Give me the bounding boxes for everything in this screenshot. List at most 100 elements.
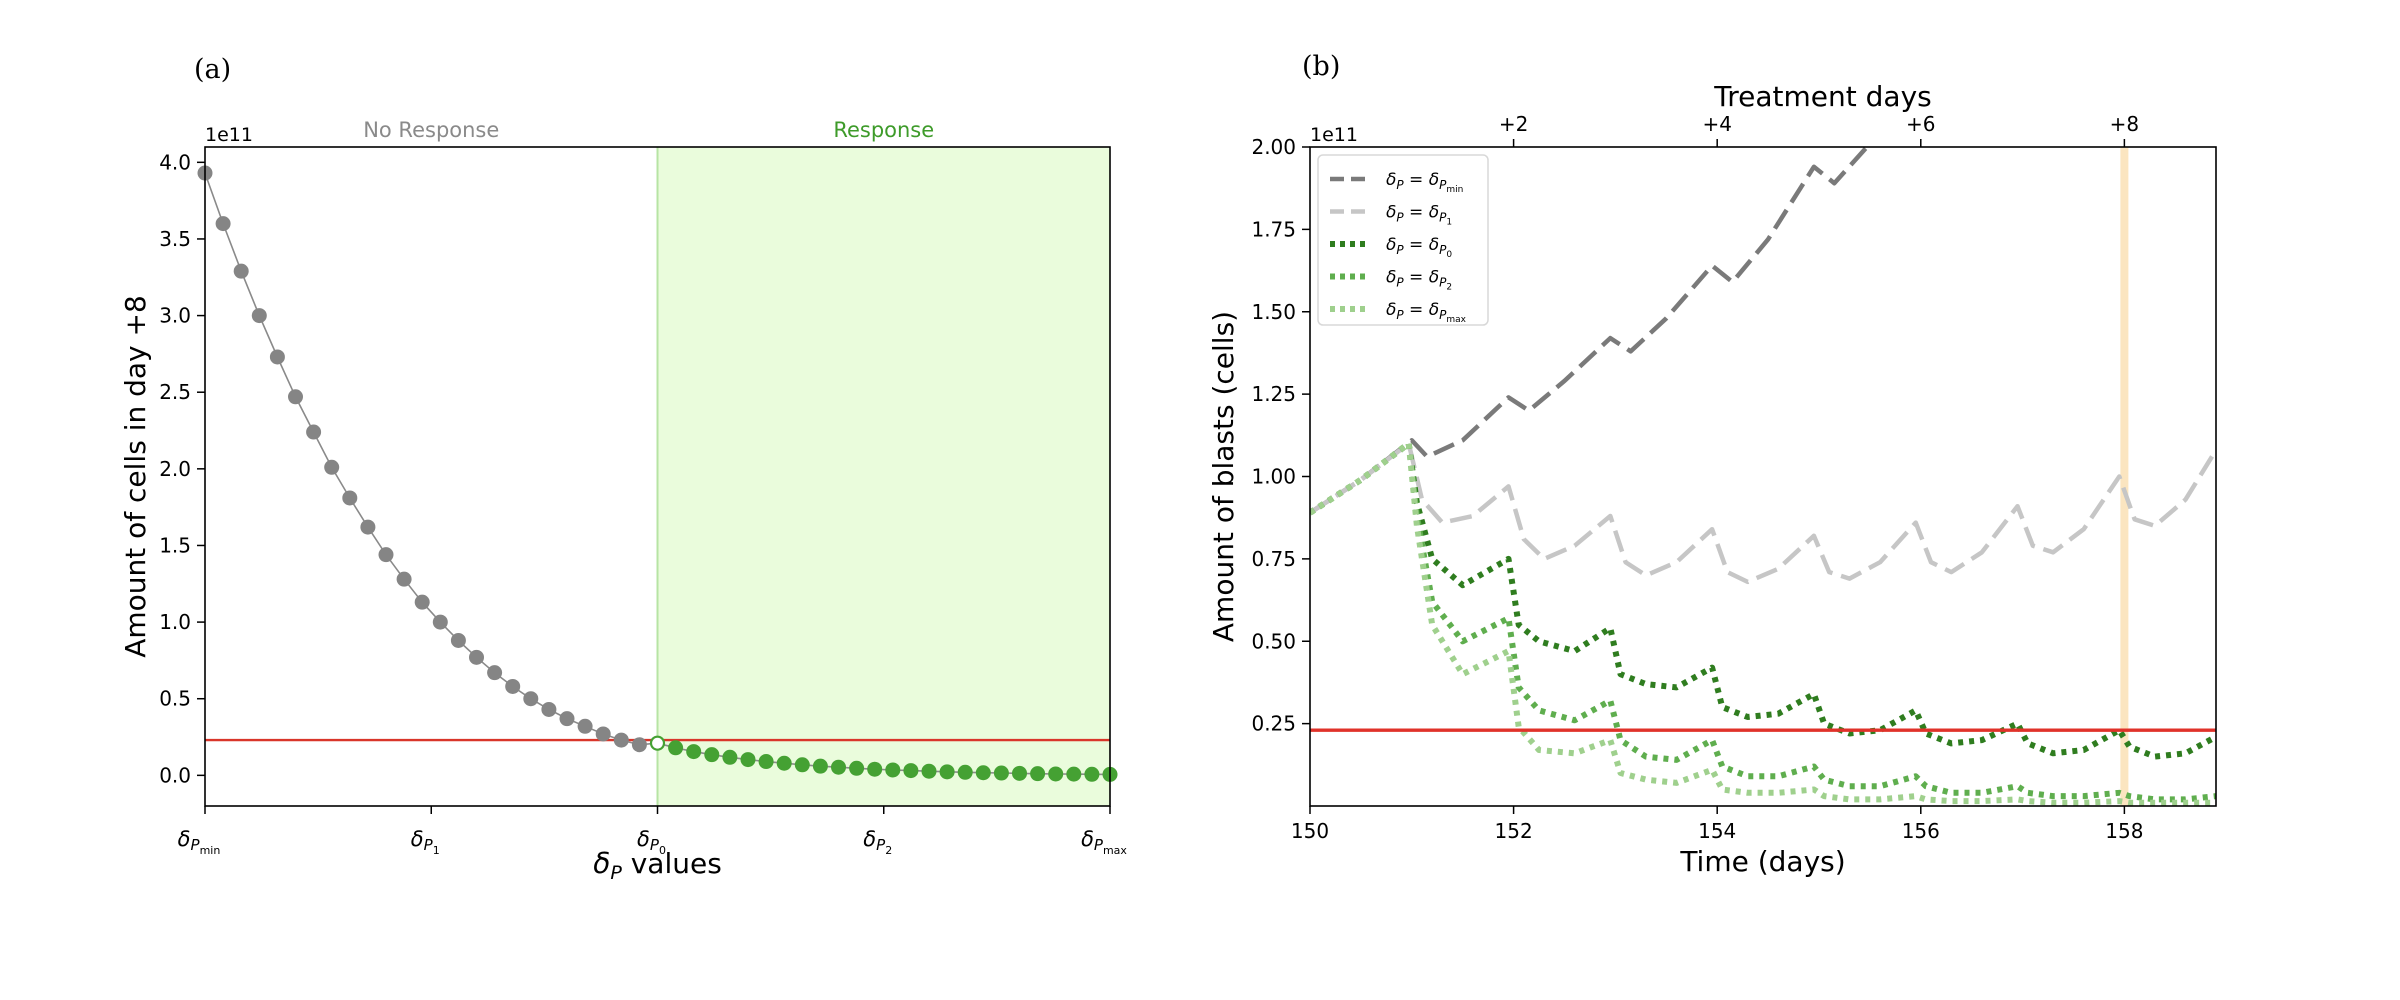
chart-b-y-tick-label: 1.50 [1251, 300, 1296, 324]
chart-b-legend-label-min: δP = δPmin [1386, 170, 1463, 195]
chart-a-x-tick-label: δPmin [178, 827, 221, 857]
chart-a-point-no-response [541, 701, 557, 717]
chart-b-legend-label-delta: δ [1386, 268, 1396, 288]
chart-b-legend-label-eq: = [1404, 300, 1429, 320]
chart-a-x-tick-label-sub: P [876, 836, 886, 854]
chart-b-series-line-1 [1310, 441, 2216, 585]
chart-b-legend-label-sub: P [1439, 243, 1447, 257]
chart-b-x-tick-label: 152 [1495, 819, 1533, 843]
chart-a-x-tick-label-subsub: 0 [659, 844, 666, 857]
chart-a-point-response [1012, 765, 1027, 781]
chart-a-x-axis-label-sub: P [610, 862, 622, 884]
chart-b-x-tick-label: 158 [2105, 819, 2143, 843]
chart-a-x-tick-label-subsub: 1 [433, 844, 440, 857]
chart-b-legend-label-eq: = [1404, 170, 1429, 190]
chart-a-point-no-response [215, 216, 231, 232]
chart-b-highlight-day [2120, 147, 2129, 806]
chart-b-legend-label-2: δP = δP2 [1386, 268, 1452, 293]
chart-a-point-no-response [595, 726, 611, 742]
chart-a-point-response [957, 764, 973, 780]
chart-a-x-tick-label-sub: P [650, 836, 660, 854]
chart-b-legend-label-sub: P [1439, 276, 1447, 290]
chart-a-point-no-response [450, 632, 466, 648]
chart-b-top-tick-label: +8 [2110, 112, 2139, 136]
chart-b-legend-label-delta: δ [1429, 300, 1439, 320]
chart-b-y-tick-label: 1.00 [1251, 465, 1296, 489]
chart-b-legend-label-sub: P [1396, 178, 1404, 192]
chart-b-y-tick-label: 0.50 [1251, 629, 1296, 653]
chart-a-x-tick-label-main: δ [637, 827, 650, 851]
chart-a-y-axis-label: Amount of cells in day +8 [119, 295, 152, 658]
chart-b-x-tick-label: 156 [1902, 819, 1940, 843]
chart-b-x-ticks: 150 152 154 156 158 [1291, 806, 2143, 843]
chart-b-y-tick-label: 2.00 [1251, 135, 1296, 159]
chart-b-legend-label-subsub: 0 [1446, 250, 1452, 260]
chart-a-point-no-response [559, 711, 575, 727]
chart-a-threshold-point [649, 735, 666, 751]
chart-b-legend-label-sub: P [1439, 178, 1447, 192]
chart-b-legend-label-delta: δ [1429, 203, 1439, 223]
chart-a-points [197, 165, 1118, 782]
chart-a-point-response [939, 764, 955, 780]
chart-a-y-tick-label: 3.5 [159, 227, 191, 251]
chart-b-frame [1309, 146, 2217, 807]
chart-a-point-response [867, 761, 883, 777]
chart-a-point-no-response [269, 349, 285, 365]
chart-b-top-tick-label: +2 [1499, 112, 1528, 136]
chart-a-point-response [993, 765, 1009, 781]
chart-b-legend-label-subsub: min [1446, 185, 1463, 195]
chart-b: 0.250.500.751.001.251.501.752.00 150 152 1… [1207, 80, 2217, 878]
chart-a-x-ticks: δPmin δP1 δP0 δP2 δPmax [178, 806, 1127, 857]
chart-a-point-no-response [251, 308, 267, 324]
chart-a-point-response [776, 755, 792, 771]
chart-a-point-no-response [288, 389, 303, 405]
chart-a: 0.00.51.01.52.02.53.03.54.0 δPmin δP1 δP0 δ… [119, 118, 1127, 884]
chart-a-point-response [758, 754, 774, 770]
chart-a-point-no-response [505, 678, 521, 694]
chart-a-point-response [740, 752, 756, 768]
chart-b-legend-label-1: δP = δP1 [1386, 203, 1452, 228]
chart-a-x-tick-label: δP0 [637, 827, 666, 857]
chart-a-point-no-response [631, 737, 647, 753]
chart-a-response-region [657, 147, 1110, 806]
chart-b-series-line-0 [1310, 440, 2216, 760]
chart-a-x-tick-label-main: δ [178, 827, 191, 851]
chart-a-point-response [722, 749, 738, 765]
chart-a-point-no-response [342, 490, 358, 506]
chart-b-legend-box [1317, 154, 1489, 326]
chart-a-point-response [812, 758, 828, 774]
chart-a-point-no-response [523, 691, 539, 707]
chart-b-top-tick-label: +4 [1702, 112, 1731, 136]
chart-a-y-tick-label: 3.0 [159, 304, 191, 328]
chart-b-legend-label-sub: P [1396, 276, 1404, 290]
chart-a-x-tick-label: δP1 [411, 827, 440, 857]
chart-b-offset-text: 1e11 [1310, 124, 1358, 146]
chart-a-y-ticks: 0.0 0.5 1.0 1.5 2.0 2.5 3.0 3.5 4.0 [159, 150, 205, 787]
chart-a-x-tick-label-sub: P [1094, 836, 1104, 854]
chart-b-y-tick-label: 1.25 [1251, 382, 1296, 406]
chart-b-series-line-2 [1310, 440, 2216, 803]
chart-a-point-response [1048, 766, 1064, 782]
chart-a-y-tick-label: 2.0 [159, 457, 191, 481]
chart-a-x-tick-label-subsub: 2 [885, 844, 892, 857]
chart-a-point-response [1084, 766, 1100, 782]
chart-b-y-ticks: 0.25 0.50 0.75 1.00 1.25 1.50 1.75 2.00 [1251, 135, 1310, 736]
chart-b-series-group [1310, 147, 2216, 806]
chart-a-frame [204, 146, 1111, 807]
chart-b-legend-label-subsub: max [1446, 315, 1466, 325]
chart-a-point-response [668, 740, 684, 756]
chart-a-point-response [704, 747, 720, 763]
chart-b-y-tick-label: 1.75 [1251, 217, 1296, 241]
panel-b-label: (b) [1302, 51, 1340, 82]
chart-b-series-line-max [1310, 440, 2216, 806]
chart-b-y-tick-label: 0.75 [1251, 547, 1296, 571]
chart-b-legend-label-subsub: 2 [1446, 283, 1452, 293]
chart-a-point-no-response [233, 263, 249, 279]
chart-b-legend-label-max: δP = δPmax [1386, 300, 1467, 325]
chart-a-point-no-response [414, 594, 430, 610]
chart-b-legend-label-sub: P [1439, 308, 1447, 322]
chart-a-point-response [831, 759, 846, 775]
chart-a-y-tick-label: 1.0 [159, 610, 191, 634]
panel-a-label: (a) [194, 54, 231, 85]
chart-a-point-no-response [487, 665, 503, 681]
